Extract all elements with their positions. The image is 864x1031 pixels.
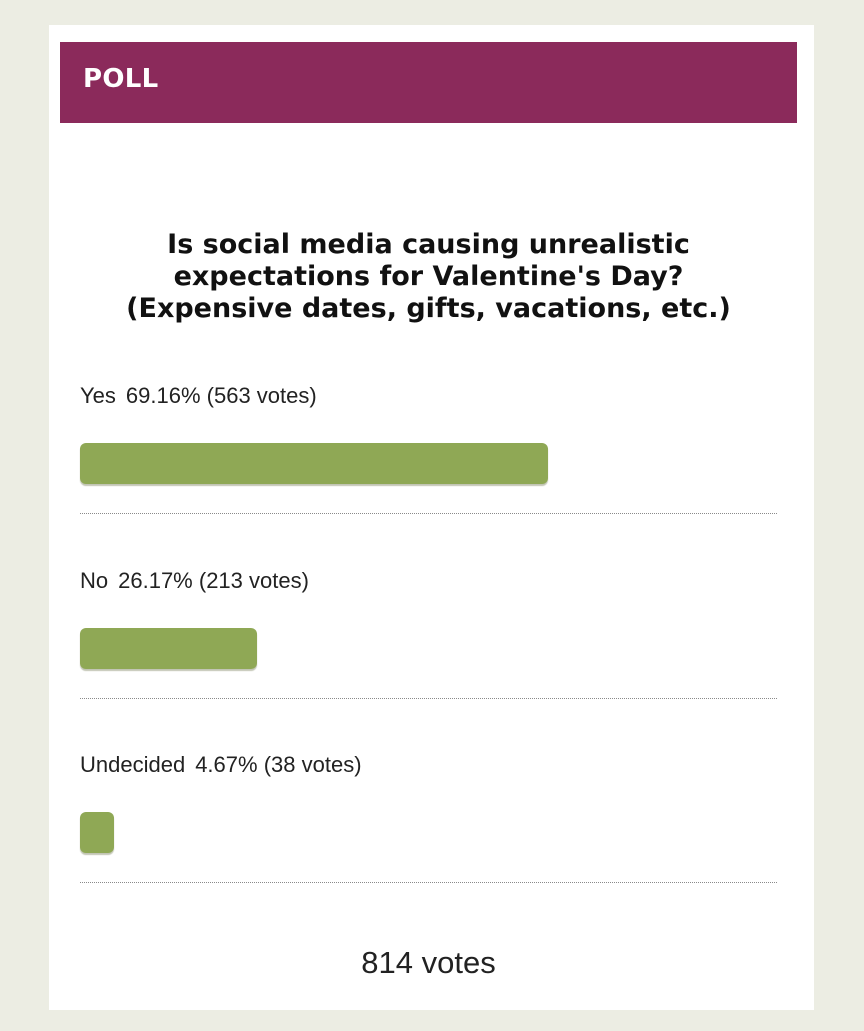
option-votes: (213 votes) <box>198 568 309 593</box>
option-votes: (38 votes) <box>263 752 362 777</box>
question-line: Is social media causing unrealistic <box>167 229 690 260</box>
divider <box>80 698 777 699</box>
option-percent: 4.67% <box>195 752 258 777</box>
result-bar <box>80 443 548 484</box>
poll-question: Is social media causing unrealistic expe… <box>60 229 797 325</box>
option-name: Undecided <box>80 752 186 777</box>
option-percent: 69.16% <box>125 383 201 408</box>
option-label: Undecided 4.67% (38 votes) <box>80 752 362 778</box>
poll-title: POLL <box>83 64 159 94</box>
total-votes: 814 votes <box>361 945 496 980</box>
result-bar <box>80 812 114 853</box>
option-percent: 26.17% <box>118 568 193 593</box>
option-label: No 26.17% (213 votes) <box>80 568 309 594</box>
option-name: Yes <box>80 383 116 408</box>
poll-header: POLL <box>60 42 797 123</box>
option-label: Yes 69.16% (563 votes) <box>80 383 317 409</box>
poll-card: POLL Is social media causing unrealistic… <box>49 25 814 1010</box>
result-bar <box>80 628 257 669</box>
divider <box>80 513 777 514</box>
option-name: No <box>80 568 109 593</box>
question-line: (Expensive dates, gifts, vacations, etc.… <box>126 293 731 324</box>
option-votes: (563 votes) <box>206 383 317 408</box>
divider <box>80 882 777 883</box>
question-line: expectations for Valentine's Day? <box>173 261 684 292</box>
